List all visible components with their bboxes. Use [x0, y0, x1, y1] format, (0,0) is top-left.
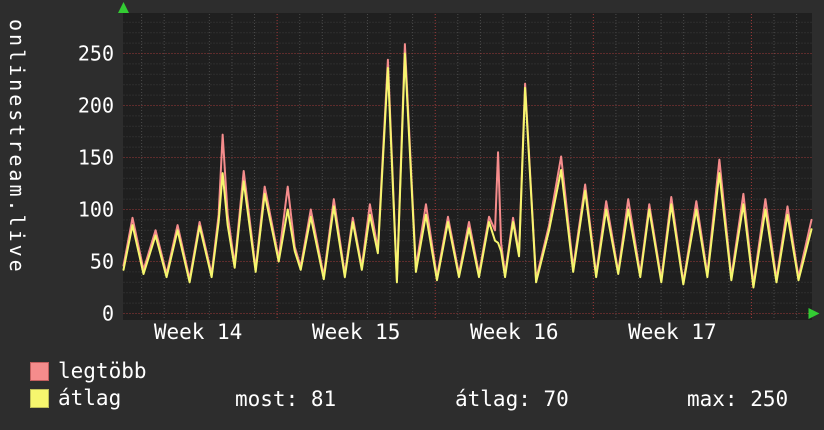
y-tick-label: 100: [78, 198, 114, 222]
chart-canvas: 0 50 100 150 200 250 Week 14 Week 15 Week 16 Week…: [78, 2, 820, 344]
legend-swatch-max: [30, 362, 49, 381]
y-tick-label: 0: [102, 302, 114, 326]
chart-vertical-title: onlinestream.live: [5, 19, 29, 275]
legend-swatch-avg: [30, 389, 49, 408]
legend-label-max: legtöbb: [58, 359, 147, 383]
x-week-label: Week 14: [154, 320, 243, 344]
y-tick-label: 150: [78, 146, 114, 170]
legend-label-avg: átlag: [58, 386, 122, 410]
x-week-label: Week 17: [628, 320, 717, 344]
stat-max: max: 250: [687, 387, 789, 411]
x-week-label: Week 15: [312, 320, 401, 344]
stat-current: most: 81: [235, 387, 337, 411]
stat-average: átlag: 70: [455, 387, 569, 411]
legend-item-atlag: átlag: [30, 388, 121, 409]
y-tick-label: 50: [90, 250, 114, 274]
x-week-label: Week 16: [470, 320, 559, 344]
y-axis-arrow-icon: [118, 2, 129, 13]
y-tick-label: 250: [78, 42, 114, 66]
legend-item-legtobb: legtöbb: [30, 361, 147, 382]
y-tick-label: 200: [78, 94, 114, 118]
x-axis-arrow-icon: [808, 308, 820, 319]
